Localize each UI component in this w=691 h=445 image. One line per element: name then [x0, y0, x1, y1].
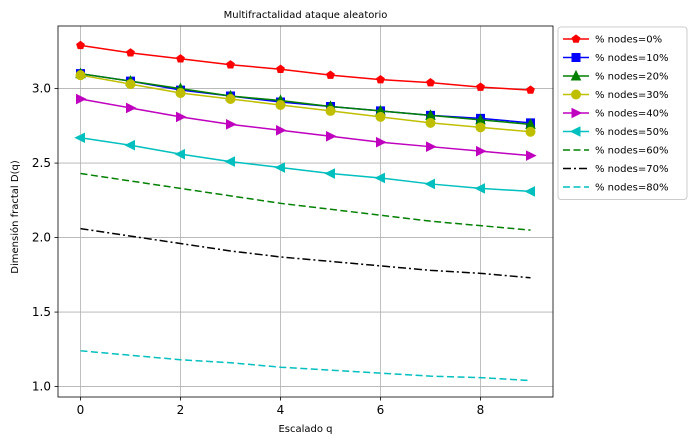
data-point-3-2 [175, 88, 186, 99]
data-point-4-6 [376, 136, 387, 148]
legend-label-2: % nodes=20% [595, 72, 668, 83]
series-line-3 [80, 74, 531, 133]
x-axis-label: Escalado q [278, 424, 332, 435]
legend-label-5: % nodes=50% [595, 127, 668, 138]
x-tick-label: 2 [177, 403, 185, 417]
chart-title: Multifractalidad ataque aleatorio [224, 10, 388, 21]
y-tick-label: 3.0 [32, 82, 51, 96]
series-line-7 [80, 227, 531, 279]
data-point-3-1 [125, 79, 136, 90]
data-point-3-7 [425, 117, 436, 128]
data-point-5-0 [74, 132, 85, 144]
legend-label-7: % nodes=70% [595, 164, 668, 175]
legend-marker-5 [569, 126, 581, 137]
y-tick-label: 2.5 [32, 156, 51, 170]
data-point-0-7 [426, 78, 435, 87]
legend-marker-3 [571, 89, 581, 100]
data-point-0-3 [226, 60, 235, 69]
x-tick-label: 0 [77, 403, 85, 417]
data-point-5-7 [424, 178, 435, 190]
data-point-5-1 [124, 139, 135, 151]
y-tick-label: 2.0 [32, 231, 51, 245]
data-point-3-4 [275, 99, 286, 110]
legend-label-3: % nodes=30% [595, 90, 668, 101]
plot-frame [57, 25, 554, 398]
data-point-4-8 [476, 145, 487, 157]
legend-label-8: % nodes=80% [595, 183, 668, 194]
data-point-0-6 [376, 75, 385, 84]
data-point-5-9 [524, 186, 535, 197]
series-line-6 [80, 172, 531, 231]
series-line-8 [80, 350, 531, 382]
data-point-4-4 [276, 124, 287, 136]
data-point-0-9 [526, 85, 535, 94]
series-line-4 [80, 98, 531, 157]
data-point-3-9 [525, 126, 536, 137]
data-point-5-6 [374, 172, 385, 184]
legend-box [557, 26, 688, 200]
legend-marker-1 [571, 53, 581, 62]
legend: % nodes=0% % nodes=10% % nodes=20% % nodes=… [557, 26, 688, 200]
data-point-5-3 [224, 156, 235, 167]
data-point-0-8 [476, 82, 485, 91]
series-line-5 [80, 137, 531, 193]
y-tick-label: 1.0 [32, 380, 51, 394]
x-tick-label: 8 [477, 403, 485, 417]
data-point-5-4 [274, 162, 285, 173]
legend-label-1: % nodes=10% [595, 53, 668, 64]
data-point-5-5 [324, 168, 335, 179]
data-point-3-0 [75, 70, 86, 81]
data-point-4-1 [126, 102, 137, 114]
data-point-0-1 [126, 48, 135, 57]
plot-area: 0 2 4 6 8 1.0 1.5 2.0 2.5 3.0 [32, 25, 554, 417]
data-point-3-3 [225, 94, 236, 105]
data-point-4-2 [176, 111, 187, 123]
data-point-3-5 [325, 105, 336, 116]
data-point-0-0 [76, 40, 85, 50]
legend-label-4: % nodes=40% [595, 109, 668, 120]
data-point-4-5 [326, 130, 337, 142]
data-point-0-2 [176, 54, 185, 63]
y-axis-label: Dimensión fractal D(q) [9, 160, 21, 274]
x-tick-label: 4 [277, 403, 285, 417]
legend-marker-0 [571, 34, 581, 43]
series-line-2 [80, 72, 531, 126]
data-point-0-5 [326, 70, 335, 79]
data-point-5-8 [474, 183, 485, 194]
data-point-4-7 [426, 141, 437, 152]
data-point-4-9 [526, 150, 537, 161]
data-point-0-4 [276, 64, 285, 73]
series-line-0 [80, 44, 531, 91]
data-point-3-6 [375, 111, 386, 122]
data-point-4-0 [76, 93, 87, 105]
legend-marker-2 [570, 69, 582, 81]
legend-label-6: % nodes=60% [595, 146, 668, 157]
legend-label-0: % nodes=0% [595, 35, 662, 46]
data-point-4-3 [226, 119, 237, 130]
y-tick-label: 1.5 [32, 305, 51, 319]
data-point-3-8 [475, 122, 486, 133]
x-tick-label: 6 [377, 403, 385, 417]
legend-marker-4 [571, 107, 583, 119]
data-point-5-2 [174, 148, 185, 160]
